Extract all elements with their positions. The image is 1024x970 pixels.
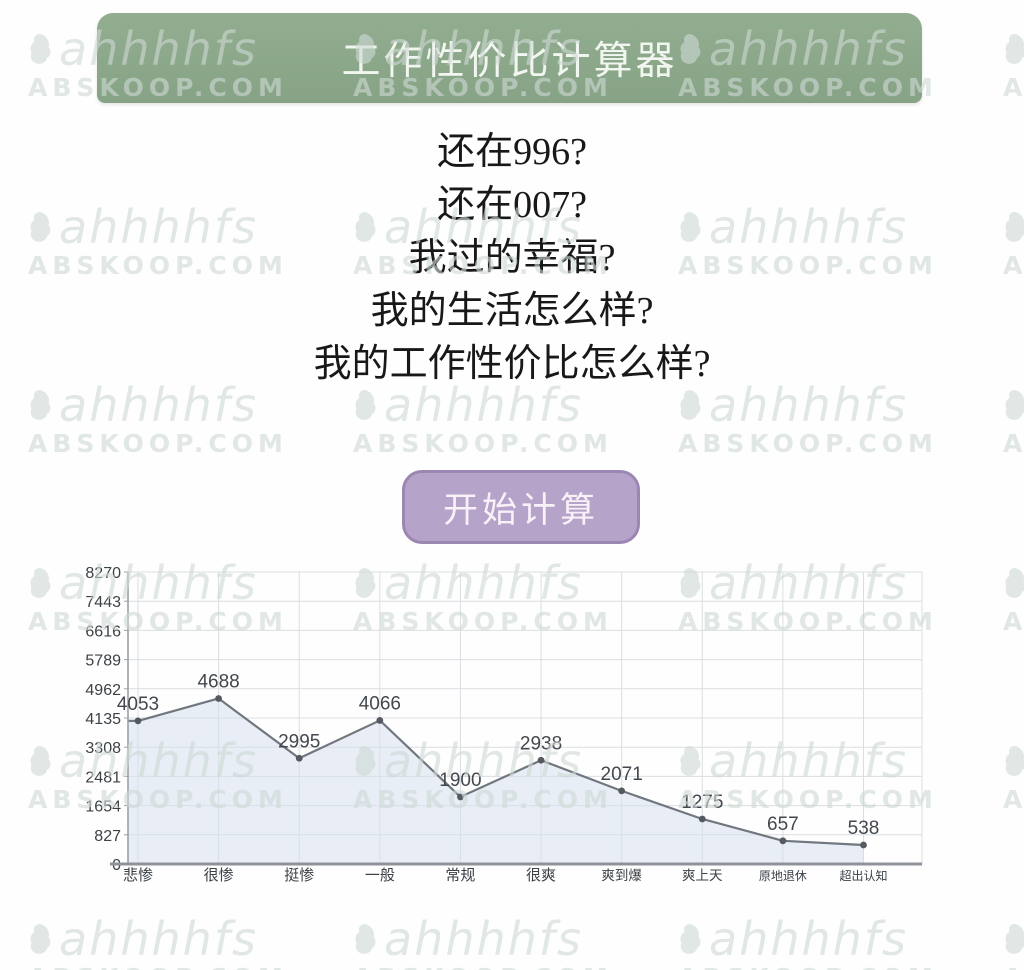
- intro-line-4: 我的生活怎么样?: [370, 290, 654, 332]
- x-category-label: 很惨: [204, 867, 234, 884]
- watermark-logo-icon: [30, 34, 51, 64]
- watermark-logo-icon: [30, 568, 51, 598]
- value-label: 4066: [359, 693, 401, 714]
- watermark-brand: ahhhhfs: [1003, 560, 1024, 606]
- y-tick-label: 827: [94, 828, 121, 845]
- intro-line-3: 我过的幸福?: [408, 237, 616, 279]
- data-point: [134, 717, 142, 725]
- value-label: 1275: [681, 792, 723, 813]
- watermark-brand: ahhhhfs: [28, 916, 288, 962]
- watermark-site-text: ABSKOOP.COM: [28, 963, 288, 970]
- y-tick-label: 1654: [85, 799, 121, 816]
- y-tick-label: 2481: [85, 769, 121, 786]
- watermark-brand: ahhhhfs: [1003, 916, 1024, 962]
- watermark-brand: ahhhhfs: [1003, 738, 1024, 784]
- x-category-label: 爽到爆: [601, 868, 642, 883]
- y-tick-label: 8270: [85, 565, 121, 582]
- watermark-site-text: ABSKOOP.COM: [1003, 963, 1024, 970]
- page-title: 工作性价比计算器: [341, 40, 678, 83]
- worth-line-area-chart[interactable]: 0827165424813308413549625789661674438270…: [60, 550, 960, 910]
- watermark-logo-icon: [355, 924, 376, 954]
- watermark-logo-icon: [30, 746, 51, 776]
- value-label: 2071: [601, 764, 643, 785]
- watermark-logo-icon: [680, 924, 701, 954]
- data-point: [215, 695, 223, 702]
- watermark-site-text: ABSKOOP.COM: [353, 429, 613, 458]
- y-tick-label: 4962: [85, 682, 121, 699]
- intro-line-2: 还在007?: [437, 184, 587, 226]
- watermark-site-text: ABSKOOP.COM: [1003, 429, 1024, 458]
- data-point: [860, 841, 867, 849]
- watermark-brand-text: ahhhhfs: [709, 912, 908, 966]
- x-category-label: 超出认知: [839, 868, 887, 883]
- y-tick-label: 5789: [85, 653, 121, 670]
- watermark-logo-icon: [355, 390, 376, 420]
- watermark-site-text: ABSKOOP.COM: [1003, 607, 1024, 636]
- watermark-logo-icon: [1005, 924, 1024, 954]
- watermark-site-text: ABSKOOP.COM: [28, 429, 288, 458]
- watermark-brand: ahhhhfs: [678, 916, 938, 962]
- watermark-site-text: ABSKOOP.COM: [1003, 73, 1024, 102]
- y-tick-label: 4135: [85, 711, 121, 728]
- watermark-logo-icon: [1005, 746, 1024, 776]
- watermark-logo-icon: [30, 924, 51, 954]
- data-point: [537, 756, 545, 764]
- value-label: 2938: [520, 733, 562, 754]
- watermark-logo-icon: [1005, 568, 1024, 598]
- value-label: 2995: [278, 731, 320, 752]
- value-label: 4688: [197, 671, 239, 692]
- data-point: [295, 754, 303, 762]
- x-category-label: 挺惨: [284, 867, 314, 884]
- watermark-logo-icon: [30, 390, 51, 420]
- data-point: [698, 815, 706, 823]
- watermark-site-text: ABSKOOP.COM: [353, 963, 613, 970]
- watermark-logo-icon: [1005, 390, 1024, 420]
- start-calculation-button[interactable]: 开始计算: [402, 470, 640, 544]
- watermark-logo-icon: [680, 390, 701, 420]
- x-category-label: 常规: [445, 867, 475, 884]
- intro-line-5: 我的工作性价比怎么样?: [313, 343, 711, 385]
- y-tick-label: 7443: [85, 594, 121, 611]
- watermark-site-text: ABSKOOP.COM: [678, 429, 938, 458]
- watermark-brand: ahhhhfs: [353, 916, 613, 962]
- app-header: 工作性价比计算器: [97, 13, 922, 103]
- x-category-label: 一般: [365, 867, 395, 884]
- data-point: [779, 837, 787, 845]
- watermark-site-text: ABSKOOP.COM: [1003, 785, 1024, 814]
- intro-questions: 还在996? 还在007? 我过的幸福? 我的生活怎么样? 我的工作性价比怎么样…: [0, 126, 1024, 391]
- watermark-logo-icon: [1005, 34, 1024, 64]
- value-label: 657: [767, 814, 799, 835]
- data-point: [457, 793, 464, 801]
- watermark-brand-text: ahhhhfs: [59, 912, 258, 966]
- y-tick-label: 6616: [85, 623, 121, 640]
- watermark-brand-text: ahhhhfs: [384, 912, 583, 966]
- value-label: 538: [848, 818, 880, 839]
- watermark-brand: ahhhhfs: [1003, 26, 1024, 72]
- data-point: [618, 787, 626, 795]
- value-label: 4053: [117, 694, 159, 715]
- watermark-site-text: ABSKOOP.COM: [678, 963, 938, 970]
- chart-section: 0827165424813308413549625789661674438270…: [60, 550, 960, 910]
- intro-line-1: 还在996?: [437, 131, 587, 173]
- data-point: [376, 717, 384, 724]
- x-category-label: 很爽: [526, 867, 556, 884]
- x-category-label: 原地退休: [759, 869, 807, 883]
- x-category-label: 悲惨: [123, 867, 153, 884]
- value-label: 1900: [439, 770, 481, 791]
- x-category-label: 爽上天: [682, 868, 723, 883]
- y-tick-label: 3308: [85, 740, 121, 757]
